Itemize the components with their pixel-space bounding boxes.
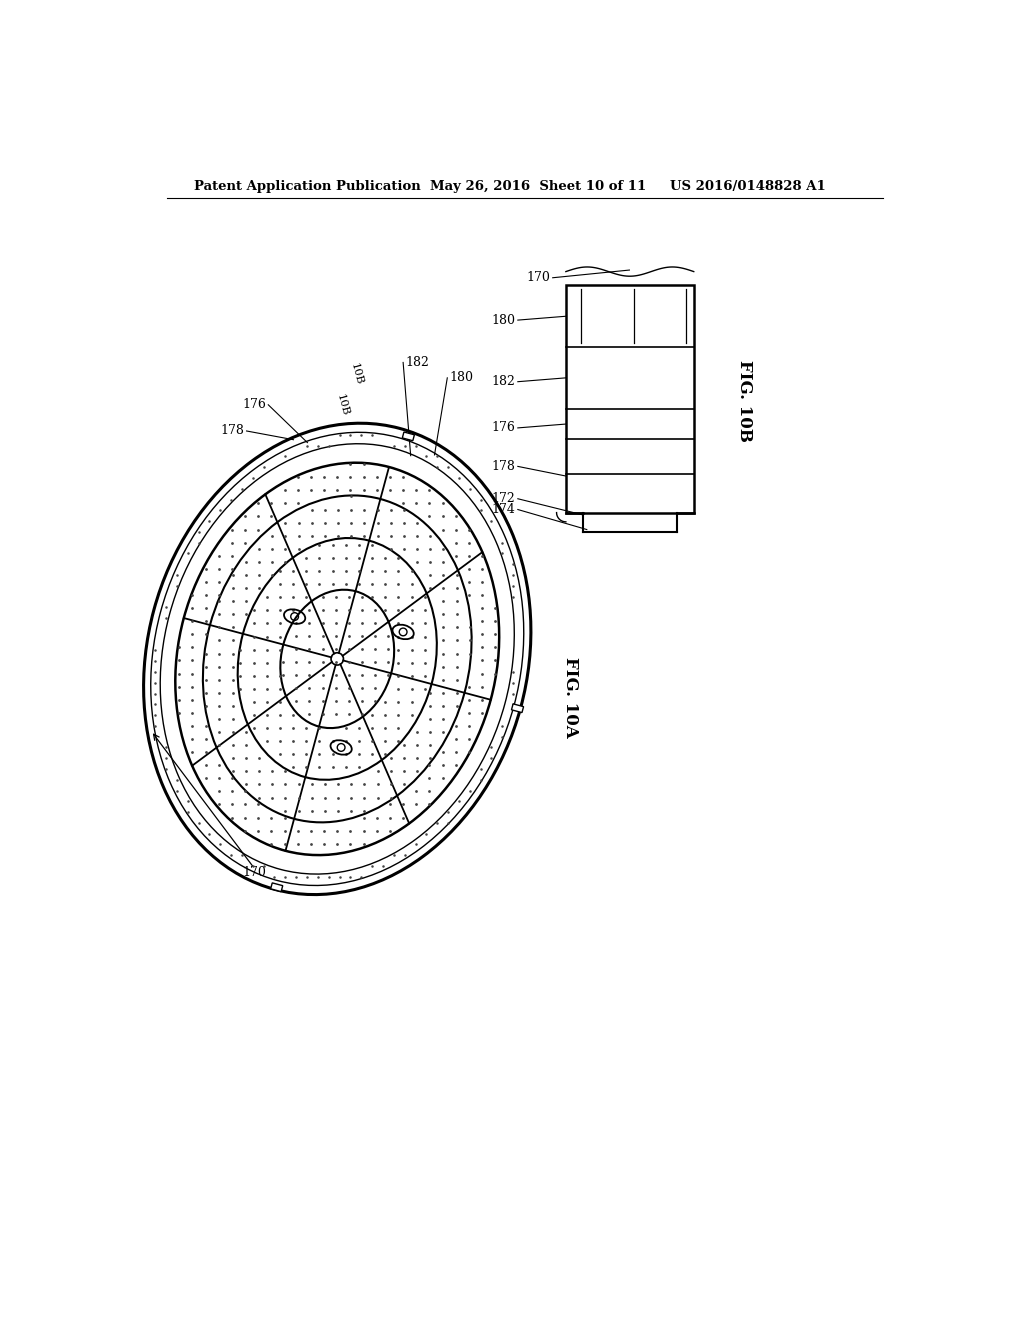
Text: 178: 178 (220, 425, 245, 437)
Text: 172: 172 (492, 492, 515, 506)
Text: 170: 170 (526, 271, 550, 284)
Text: FIG. 10A: FIG. 10A (562, 657, 579, 738)
Text: US 2016/0148828 A1: US 2016/0148828 A1 (671, 181, 826, 194)
Text: 176: 176 (242, 399, 266, 412)
Text: 178: 178 (492, 459, 515, 473)
Text: 180: 180 (450, 371, 474, 384)
Bar (511, 704, 523, 713)
Text: FIG. 10B: FIG. 10B (736, 360, 754, 442)
Text: 182: 182 (492, 375, 515, 388)
Bar (270, 883, 283, 891)
Bar (566, 285, 693, 512)
Text: 10B: 10B (335, 392, 350, 417)
Text: 10B: 10B (349, 362, 365, 387)
Text: 182: 182 (406, 356, 429, 370)
Text: 174: 174 (492, 503, 515, 516)
Text: 176: 176 (492, 421, 515, 434)
Text: 180: 180 (492, 314, 515, 326)
Text: 170: 170 (243, 866, 266, 879)
Bar (402, 432, 415, 441)
Text: Patent Application Publication: Patent Application Publication (194, 181, 421, 194)
Text: May 26, 2016  Sheet 10 of 11: May 26, 2016 Sheet 10 of 11 (430, 181, 646, 194)
